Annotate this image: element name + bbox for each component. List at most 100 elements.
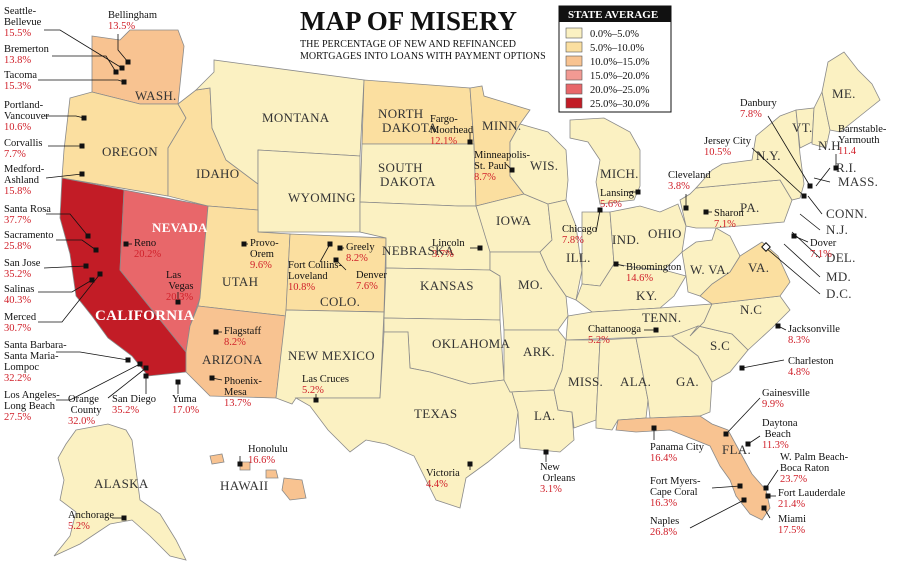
city-pct-flagstaff: 8.2% <box>224 337 246 348</box>
state-label-fla: FLA. <box>722 442 751 457</box>
city-marker-denver <box>333 257 339 263</box>
city-marker-barnstable-yarmouth <box>833 165 839 171</box>
legend: STATE AVERAGE 0.0%–5.0% 5.0%–10.0% 10.0%–1… <box>558 5 672 113</box>
city-marker-las-cruces <box>313 397 319 403</box>
city-pct-barnstable-yarmouth: 11.4 <box>838 146 857 157</box>
city-name-honolulu: Honolulu <box>248 444 288 455</box>
leader-los-angeles-long-beach <box>56 363 141 401</box>
city-marker-bremerton <box>113 69 119 75</box>
side-label-del: DEL. <box>826 250 856 265</box>
state-ill <box>539 199 583 301</box>
leader-orange-county <box>107 367 147 399</box>
city-name-bremerton: Bremerton <box>4 44 50 55</box>
state-n-h <box>811 90 831 149</box>
city-pct-tacoma: 15.3% <box>4 81 31 92</box>
state-label-oregon: OREGON <box>102 144 158 159</box>
city-name-charleston: Charleston <box>788 356 834 367</box>
city-pct-denver: 7.6% <box>356 281 378 292</box>
dc-marker <box>761 242 771 252</box>
states-layer <box>53 29 881 561</box>
city-name-corvallis: Corvallis <box>4 138 43 149</box>
leader-naples <box>689 499 745 529</box>
city-marker-fort-myers-cape-coral <box>737 483 743 489</box>
city-pct-bremerton: 13.8% <box>4 55 31 66</box>
side-leader-d-c <box>765 247 821 295</box>
city-pct-santa-barbara-santa-maria-lompoc: 32.2% <box>4 373 31 384</box>
leader-sacramento <box>56 239 97 251</box>
city-pct-daytona-beach: 11.3% <box>762 440 789 451</box>
side-leader-r-i <box>815 167 831 187</box>
state-label-oklahoma: OKLAHOMA <box>432 336 511 351</box>
state-label-new-mexico: NEW MEXICO <box>288 348 375 363</box>
city-name-phoenix-mesa: Phoenix-Mesa <box>224 376 262 398</box>
city-pct-las-cruces: 5.2% <box>302 385 324 396</box>
state-w-va <box>681 227 741 297</box>
city-pct-san-diego: 35.2% <box>112 405 139 416</box>
city-name-flagstaff: Flagstaff <box>224 326 262 337</box>
city-name-las-vegas: Las Vegas <box>166 270 194 292</box>
state-mich <box>569 117 641 205</box>
state-label-utah: UTAH <box>222 274 258 289</box>
city-pct-jacksonville: 8.3% <box>788 335 810 346</box>
map-title: MAP OF MISERY <box>300 6 517 36</box>
city-name-lincoln: Lincoln <box>432 238 465 249</box>
city-pct-reno: 20.2% <box>134 249 161 260</box>
state-label-va: VA. <box>748 260 769 275</box>
city-marker-lansing <box>635 189 641 195</box>
city-name-panama-city: Panama City <box>650 442 705 453</box>
city-pct-gainesville: 9.9% <box>762 399 784 410</box>
city-pct-lincoln: 3.7% <box>432 249 454 260</box>
state-alaska <box>53 423 187 561</box>
leader-charleston <box>741 359 785 369</box>
state-hawaii <box>209 453 307 501</box>
legend-swatch-0 <box>565 27 583 39</box>
city-name-reno: Reno <box>134 238 156 249</box>
city-name-fort-lauderdale: Fort Lauderdale <box>778 488 846 499</box>
city-pct-victoria: 4.4% <box>426 479 448 490</box>
city-name-las-cruces: Las Cruces <box>302 374 349 385</box>
city-pct-medford-ashland: 15.8% <box>4 186 31 197</box>
state-label-wyoming: WYOMING <box>288 190 356 205</box>
city-name-seattle-bellevue: Seattle-Bellevue <box>4 6 42 28</box>
city-marker-sacramento <box>93 247 99 253</box>
city-pct-jersey-city: 10.5% <box>704 147 731 158</box>
city-name-chicago: Chicago <box>562 224 597 235</box>
side-label-mass: MASS. <box>838 174 878 189</box>
city-pct-los-angeles-long-beach: 27.5% <box>4 412 31 423</box>
state-me <box>821 51 881 133</box>
city-pct-fort-myers-cape-coral: 16.3% <box>650 498 677 509</box>
city-marker-anchorage <box>121 515 127 521</box>
leader-seattle-bellevue <box>44 29 123 69</box>
city-marker-bloomington <box>613 261 619 267</box>
state-label-nevada: NEVADA <box>152 220 208 235</box>
city-marker-phoenix-mesa <box>209 375 215 381</box>
city-marker-santa-rosa <box>85 233 91 239</box>
city-name-jacksonville: Jacksonville <box>788 324 840 335</box>
state-label-ill: ILL. <box>566 250 591 265</box>
city-marker-minneapolis-st-paul <box>509 167 515 173</box>
city-pct-cleveland: 3.8% <box>668 181 690 192</box>
state-label-south-dakota: SOUTH DAKOTA <box>378 160 436 189</box>
city-marker-fargo-moorhead <box>467 139 473 145</box>
side-label-r-i: R.I. <box>836 160 857 175</box>
city-pct-sacramento: 25.8% <box>4 241 31 252</box>
city-marker-lincoln <box>477 245 483 251</box>
side-label-n-j: N.J. <box>826 222 848 237</box>
